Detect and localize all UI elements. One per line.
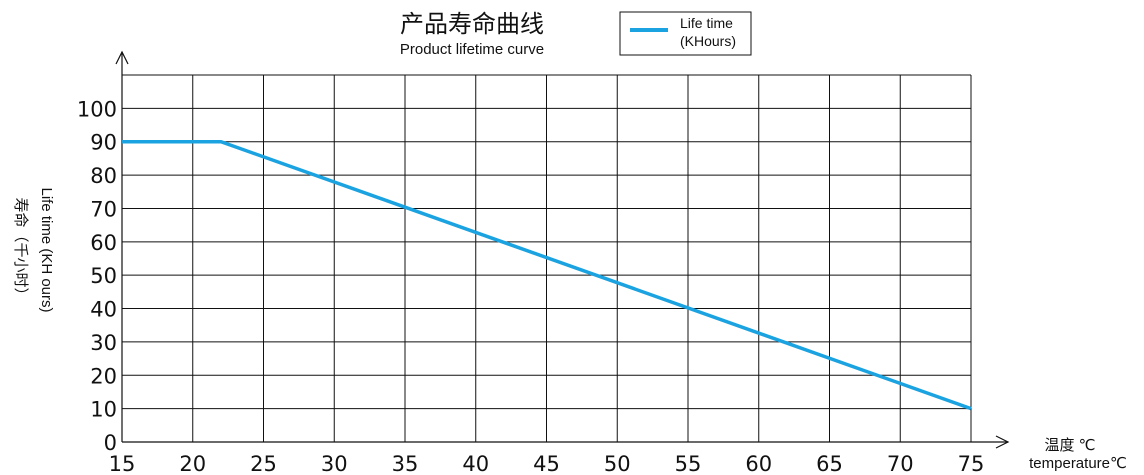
y-tick-90: 90 — [90, 131, 117, 155]
x-tick-25: 25 — [250, 452, 277, 475]
y-axis-arrow — [115, 50, 129, 65]
grid — [122, 74, 972, 442]
y-tick-labels: 0 10 20 30 40 50 60 70 80 90 100 — [77, 97, 117, 455]
x-tick-70: 70 — [887, 452, 914, 475]
x-axis-label-en: temperature℃ — [1029, 455, 1127, 472]
legend-label-line2: (KHours) — [680, 33, 736, 49]
series-line-0 — [122, 139, 972, 411]
x-axis-arrow — [995, 435, 1010, 449]
legend: Life time (KHours) — [619, 11, 752, 56]
y-tick-0: 0 — [104, 431, 117, 455]
x-tick-20: 20 — [179, 452, 206, 475]
legend-box — [619, 11, 752, 56]
x-tick-40: 40 — [462, 452, 489, 475]
y-tick-50: 50 — [90, 264, 117, 288]
y-tick-100: 100 — [77, 97, 117, 121]
x-tick-65: 65 — [816, 452, 843, 475]
chart-title: 产品寿命曲线 — [400, 10, 544, 38]
y-tick-20: 20 — [90, 364, 117, 388]
x-tick-35: 35 — [392, 452, 419, 475]
y-tick-30: 30 — [90, 331, 117, 355]
x-tick-50: 50 — [604, 452, 631, 475]
y-axis-label-en: Life time (KH ours) — [38, 187, 55, 312]
series-group — [122, 139, 972, 411]
chart-subtitle: Product lifetime curve — [400, 41, 544, 58]
y-tick-80: 80 — [90, 164, 117, 188]
x-axis-label-zh: 温度 ℃ — [1044, 437, 1095, 454]
x-tick-60: 60 — [745, 452, 772, 475]
x-tick-75: 75 — [958, 452, 985, 475]
x-tick-labels: 15 20 25 30 35 40 45 50 55 60 65 70 75 — [109, 452, 985, 475]
axes — [115, 50, 1010, 449]
y-tick-70: 70 — [90, 197, 117, 221]
y-axis-label-zh: 寿命（千小时） — [12, 197, 30, 302]
x-tick-30: 30 — [321, 452, 348, 475]
x-tick-15: 15 — [109, 452, 136, 475]
y-tick-40: 40 — [90, 298, 117, 322]
legend-label-line1: Life time — [680, 15, 733, 31]
y-tick-10: 10 — [90, 398, 117, 422]
x-tick-55: 55 — [675, 452, 702, 475]
y-tick-60: 60 — [90, 231, 117, 255]
x-tick-45: 45 — [533, 452, 560, 475]
